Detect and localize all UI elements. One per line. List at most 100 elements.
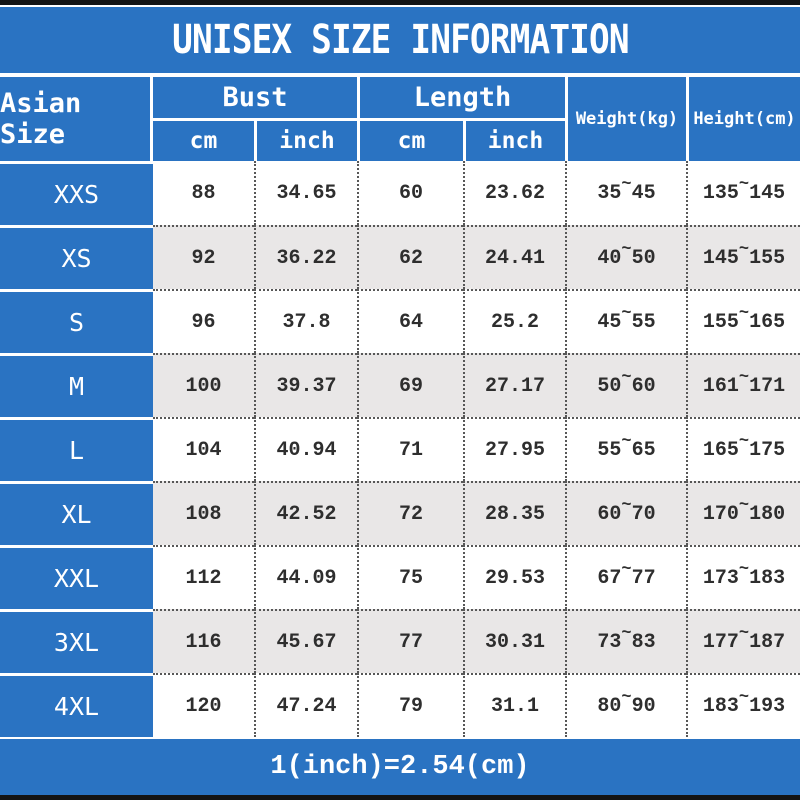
range-tilde: ~ xyxy=(738,559,750,579)
range-min: 60 xyxy=(597,502,622,526)
range-min: 55 xyxy=(597,438,622,462)
header-height: Height(cm) xyxy=(686,77,800,161)
size-label: XXS xyxy=(0,161,153,225)
range-min: 67 xyxy=(597,566,622,590)
range-tilde: ~ xyxy=(738,367,750,387)
bust-inch-value: 34.65 xyxy=(254,161,357,225)
bust-cm-value: 96 xyxy=(153,289,254,353)
table-row-l: L 104 40.94 71 27.95 55 ~65 165 ~175 xyxy=(0,417,800,481)
range-tilde: ~ xyxy=(621,174,632,194)
range-max: 171 xyxy=(749,374,786,398)
bust-inch-value: 36.22 xyxy=(254,225,357,289)
table-row-4xl: 4XL 120 47.24 79 31.1 80 ~90 183 ~193 xyxy=(0,673,800,737)
size-label: S xyxy=(0,289,153,353)
bust-cm-value: 116 xyxy=(153,609,254,673)
length-inch-value: 27.17 xyxy=(463,353,565,417)
weight-range: 67 ~77 xyxy=(565,545,686,609)
bust-inch-value: 47.24 xyxy=(254,673,357,737)
range-min: 155 xyxy=(702,310,739,334)
title-banner: UNISEX SIZE INFORMATION xyxy=(0,7,800,73)
range-tilde: ~ xyxy=(621,559,632,579)
range-tilde: ~ xyxy=(738,239,750,259)
bottom-border-bar xyxy=(0,795,800,800)
range-tilde: ~ xyxy=(621,239,632,259)
header-weight: Weight(kg) xyxy=(565,77,686,161)
range-tilde: ~ xyxy=(621,495,632,515)
range-tilde: ~ xyxy=(738,495,750,515)
bust-inch-value: 40.94 xyxy=(254,417,357,481)
range-max: 193 xyxy=(749,694,786,718)
range-min: 183 xyxy=(702,694,739,718)
range-min: 135 xyxy=(702,181,739,205)
range-min: 40 xyxy=(597,246,622,270)
table-row-xxl: XXL 112 44.09 75 29.53 67 ~77 173 ~183 xyxy=(0,545,800,609)
range-max: 175 xyxy=(749,438,786,462)
conversion-footer: 1(inch)=2.54(cm) xyxy=(0,739,800,795)
weight-range: 80 ~90 xyxy=(565,673,686,737)
header-bust-group: Bust xyxy=(153,77,357,121)
length-inch-value: 25.2 xyxy=(463,289,565,353)
page-title: UNISEX SIZE INFORMATION xyxy=(171,17,629,63)
length-cm-value: 79 xyxy=(357,673,463,737)
range-min: 45 xyxy=(597,310,622,334)
weight-range: 60 ~70 xyxy=(565,481,686,545)
length-cm-value: 77 xyxy=(357,609,463,673)
range-min: 161 xyxy=(702,374,739,398)
range-min: 165 xyxy=(702,438,739,462)
header-length-group: Length xyxy=(357,77,565,121)
header-length-cm: cm xyxy=(357,121,463,161)
length-inch-value: 23.62 xyxy=(463,161,565,225)
table-row-xs: XS 92 36.22 62 24.41 40 ~50 145 ~155 xyxy=(0,225,800,289)
weight-range: 73 ~83 xyxy=(565,609,686,673)
bust-cm-value: 108 xyxy=(153,481,254,545)
table-row-3xl: 3XL 116 45.67 77 30.31 73 ~83 177 ~187 xyxy=(0,609,800,673)
table-row-m: M 100 39.37 69 27.17 50 ~60 161 ~171 xyxy=(0,353,800,417)
size-label: L xyxy=(0,417,153,481)
height-range: 145 ~155 xyxy=(686,225,800,289)
bust-inch-value: 39.37 xyxy=(254,353,357,417)
table-header: Asian Size Bust Length Weight(kg) Height… xyxy=(0,77,800,161)
weight-range: 55 ~65 xyxy=(565,417,686,481)
length-cm-value: 62 xyxy=(357,225,463,289)
bust-cm-value: 104 xyxy=(153,417,254,481)
range-tilde: ~ xyxy=(738,303,750,323)
weight-range: 35 ~45 xyxy=(565,161,686,225)
bust-cm-value: 92 xyxy=(153,225,254,289)
size-label: 4XL xyxy=(0,673,153,737)
range-max: 55 xyxy=(631,310,656,334)
bust-cm-value: 112 xyxy=(153,545,254,609)
bust-cm-value: 100 xyxy=(153,353,254,417)
header-asian-size: Asian Size xyxy=(0,77,153,161)
length-cm-value: 75 xyxy=(357,545,463,609)
header-bust-inch: inch xyxy=(254,121,357,161)
range-min: 177 xyxy=(702,630,739,654)
range-max: 70 xyxy=(631,502,656,526)
height-range: 161 ~171 xyxy=(686,353,800,417)
range-tilde: ~ xyxy=(621,431,632,451)
height-range: 173 ~183 xyxy=(686,545,800,609)
length-cm-value: 69 xyxy=(357,353,463,417)
length-cm-value: 71 xyxy=(357,417,463,481)
conversion-note: 1(inch)=2.54(cm) xyxy=(270,752,530,782)
range-max: 180 xyxy=(749,502,786,526)
bust-inch-value: 44.09 xyxy=(254,545,357,609)
height-range: 183 ~193 xyxy=(686,673,800,737)
range-max: 155 xyxy=(749,246,786,270)
range-max: 50 xyxy=(631,246,656,270)
weight-range: 45 ~55 xyxy=(565,289,686,353)
weight-range: 40 ~50 xyxy=(565,225,686,289)
range-tilde: ~ xyxy=(621,303,632,323)
size-label: XXL xyxy=(0,545,153,609)
bust-inch-value: 45.67 xyxy=(254,609,357,673)
range-min: 35 xyxy=(597,181,622,205)
length-inch-value: 31.1 xyxy=(463,673,565,737)
table-row-s: S 96 37.8 64 25.2 45 ~55 155 ~165 xyxy=(0,289,800,353)
range-max: 45 xyxy=(631,181,656,205)
length-inch-value: 28.35 xyxy=(463,481,565,545)
length-cm-value: 64 xyxy=(357,289,463,353)
range-max: 183 xyxy=(749,566,786,590)
size-label: XL xyxy=(0,481,153,545)
length-cm-value: 60 xyxy=(357,161,463,225)
range-max: 145 xyxy=(749,181,786,205)
top-border-bar xyxy=(0,0,800,5)
